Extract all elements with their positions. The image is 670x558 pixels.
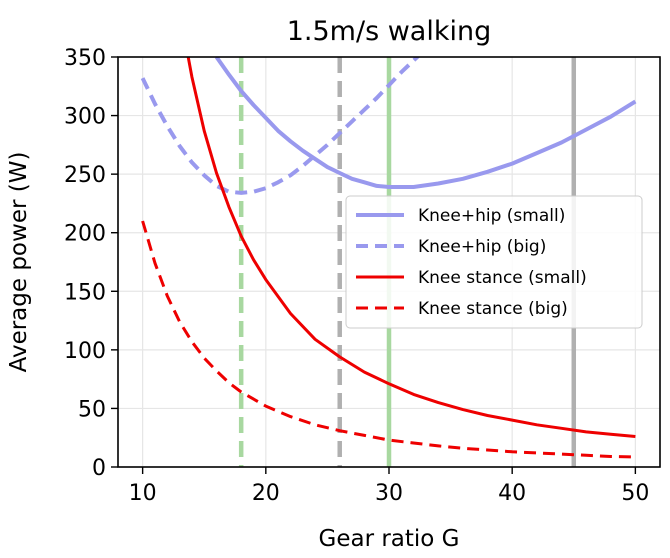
x-tick-label: 20 — [252, 481, 280, 506]
x-tick-label: 40 — [498, 481, 526, 506]
x-axis-label: Gear ratio G — [319, 526, 460, 552]
legend-label-3: Knee stance (small) — [418, 268, 587, 288]
series-line-2 — [140, 57, 421, 195]
x-tick-label: 10 — [129, 481, 157, 506]
series-line-1 — [214, 57, 637, 189]
plot-area: 10 20 30 40 50 0 50 100 150 200 250 300 350 Knee+hip … — [64, 46, 661, 506]
y-tick-label: 150 — [64, 280, 106, 305]
y-tick-label: 350 — [64, 46, 106, 71]
y-tick-label: 250 — [64, 163, 106, 188]
plot-content — [140, 57, 637, 467]
x-tick-label: 30 — [375, 481, 403, 506]
legend-label-2: Knee+hip (big) — [418, 237, 546, 257]
legend-label-4: Knee stance (big) — [418, 299, 568, 319]
y-tick-label: 200 — [64, 222, 106, 247]
y-tick-label: 100 — [64, 339, 106, 364]
legend-box — [345, 195, 643, 329]
legend-label-1: Knee+hip (small) — [418, 206, 565, 226]
y-tick-label: 300 — [64, 105, 106, 130]
chart-title: 1.5m/s walking — [287, 16, 492, 47]
y-axis-label: Average power (W) — [6, 152, 32, 373]
x-tick-label: 50 — [621, 481, 649, 506]
y-tick-label: 50 — [78, 397, 106, 422]
y-tick-label: 0 — [92, 456, 106, 481]
series-line-3 — [186, 57, 636, 438]
series-line-4 — [141, 220, 636, 459]
